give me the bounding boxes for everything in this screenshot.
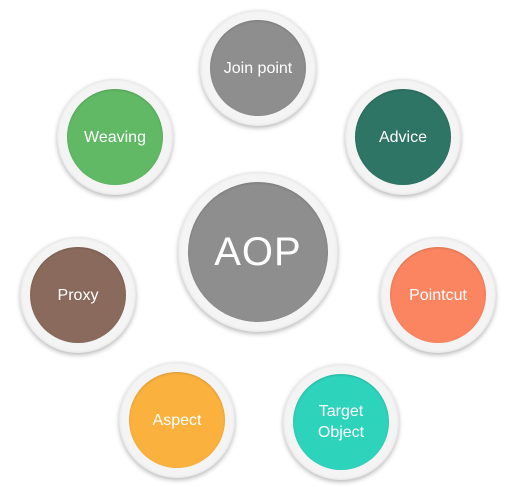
node-label: Weaving: [84, 128, 146, 146]
node-advice: Advice: [345, 79, 461, 195]
node-label: Advice: [378, 128, 428, 146]
center-node-label: AOP: [214, 230, 302, 274]
center-node-aop: AOP: [178, 172, 338, 332]
center-node-disc: AOP: [188, 182, 328, 322]
node-disc: Proxy: [30, 247, 126, 343]
node-pointcut: Pointcut: [380, 237, 496, 353]
node-label: Target Object: [317, 403, 365, 441]
node-label: Pointcut: [409, 286, 467, 304]
node-target-object: Target Object: [283, 364, 399, 480]
node-label: Join point: [223, 59, 293, 77]
node-label: Proxy: [57, 286, 99, 304]
node-proxy: Proxy: [20, 237, 136, 353]
node-weaving: Weaving: [57, 79, 173, 195]
node-label: Aspect: [152, 411, 202, 429]
node-disc: Aspect: [129, 372, 225, 468]
node-disc: Target Object: [293, 374, 389, 470]
node-disc: Advice: [355, 89, 451, 185]
node-join-point: Join point: [200, 10, 316, 126]
node-aspect: Aspect: [119, 362, 235, 478]
node-disc: Pointcut: [390, 247, 486, 343]
node-disc: Weaving: [67, 89, 163, 185]
node-disc: Join point: [210, 20, 306, 116]
